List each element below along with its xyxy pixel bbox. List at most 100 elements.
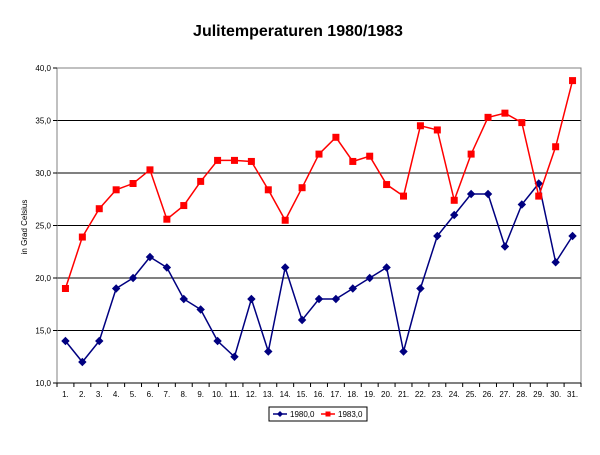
legend: 1980,0 1983,0 (268, 406, 368, 422)
chart-title: Julitemperaturen 1980/1983 (193, 23, 403, 40)
data-point (517, 200, 527, 209)
data-point (61, 336, 70, 346)
x-tick-label: 4. (113, 390, 120, 399)
data-point (128, 273, 138, 283)
x-tick-label: 27. (499, 390, 510, 399)
y-tick-label: 25,0 (35, 222, 51, 231)
data-point (551, 258, 560, 267)
y-tick-label: 30,0 (35, 169, 51, 178)
x-tick-label: 24. (449, 390, 460, 399)
data-point (146, 166, 154, 174)
data-point (399, 347, 408, 356)
x-tick-label: 14. (280, 390, 291, 399)
data-point (568, 231, 577, 241)
data-point (78, 357, 87, 367)
data-point (111, 284, 121, 293)
data-point (366, 152, 374, 160)
data-point (483, 189, 493, 199)
data-point (281, 216, 289, 224)
data-point (400, 192, 408, 200)
y-axis-label: in Grad Celsius (20, 200, 29, 255)
data-point (163, 215, 171, 223)
data-point (179, 294, 188, 304)
data-point (112, 186, 120, 194)
legend-label: 1980,0 (290, 410, 315, 419)
x-tick-labels: 1. 2. 3. 4. 5. 6. 7. 8. 9. 10. 11. 12. 13. 14. 15. 16. 1… (56, 382, 582, 399)
data-point (466, 189, 476, 199)
data-point (433, 126, 441, 134)
data-point (247, 157, 255, 165)
data-point (348, 284, 358, 293)
data-point (247, 294, 256, 304)
x-tick-label: 5. (130, 390, 137, 399)
data-point (518, 119, 526, 127)
data-point (230, 352, 239, 361)
data-point (297, 315, 307, 325)
x-tick-label: 26. (482, 390, 493, 399)
series-line (64, 80, 574, 289)
data-point (331, 294, 341, 304)
data-point (535, 192, 543, 200)
x-tick-label: 13. (263, 390, 274, 399)
data-point (500, 242, 510, 251)
data-point (95, 336, 104, 346)
legend-box (268, 406, 368, 422)
legend-label: 1983,0 (338, 410, 363, 419)
x-tick-label: 23. (432, 390, 443, 399)
series-1983,0 (61, 77, 577, 292)
x-tick-label: 18. (347, 390, 358, 399)
series-1980,0 (61, 179, 577, 367)
x-tick-label: 17. (330, 390, 341, 399)
x-tick-label: 7. (164, 390, 171, 399)
data-point (196, 305, 205, 314)
x-tick-label: 29. (533, 390, 544, 399)
x-tick-label: 2. (79, 390, 86, 399)
x-tick-label: 22. (415, 390, 426, 399)
data-point (78, 233, 86, 241)
y-tick-label: 35,0 (35, 117, 51, 126)
data-point (552, 143, 560, 151)
data-point (230, 156, 238, 164)
y-tick-label: 10,0 (35, 379, 51, 388)
data-point (180, 202, 188, 210)
x-tick-label: 8. (180, 390, 187, 399)
legend-marker (325, 411, 331, 417)
data-point (214, 156, 222, 164)
data-point (162, 263, 172, 272)
y-tick-label: 20,0 (35, 274, 51, 283)
x-tick-label: 10. (212, 390, 223, 399)
data-point (450, 196, 458, 204)
x-tick-label: 19. (364, 390, 375, 399)
y-tick-label: 15,0 (35, 327, 51, 336)
data-point (129, 180, 137, 187)
x-tick-label: 21. (398, 390, 409, 399)
x-tick-label: 11. (229, 390, 240, 399)
x-tick-label: 9. (197, 390, 204, 399)
x-tick-label: 12. (246, 390, 257, 399)
series-line (64, 181, 574, 364)
x-tick-label: 15. (297, 390, 308, 399)
x-tick-label: 20. (381, 390, 392, 399)
x-tick-label: 28. (516, 390, 527, 399)
x-tick-label: 30. (550, 390, 561, 399)
data-point (450, 210, 459, 220)
x-tick-label: 31. (567, 390, 578, 399)
data-point (332, 133, 340, 141)
data-point (145, 252, 155, 262)
x-tick-label: 1. (62, 390, 69, 399)
x-tick-label: 3. (96, 390, 103, 399)
x-tick-label: 16. (313, 390, 324, 399)
data-point (383, 181, 391, 189)
y-tick-labels: 10,0 15,0 20,0 25,0 30,0 35,0 40,0 (35, 64, 57, 388)
data-point (433, 231, 442, 241)
data-point (95, 205, 103, 213)
data-point (501, 109, 509, 117)
data-point (416, 284, 425, 293)
data-point (569, 77, 577, 85)
x-tick-label: 25. (466, 390, 477, 399)
data-point (314, 294, 324, 304)
data-point (467, 150, 475, 158)
legend-marker (277, 411, 283, 417)
data-point (61, 285, 69, 292)
